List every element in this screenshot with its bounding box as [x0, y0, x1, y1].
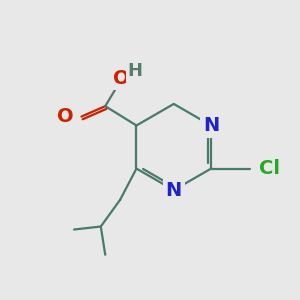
Text: O: O [113, 69, 130, 88]
Text: O: O [57, 107, 74, 126]
Text: Cl: Cl [259, 159, 280, 178]
Text: N: N [166, 181, 182, 200]
Text: H: H [128, 62, 142, 80]
Text: N: N [203, 116, 219, 135]
